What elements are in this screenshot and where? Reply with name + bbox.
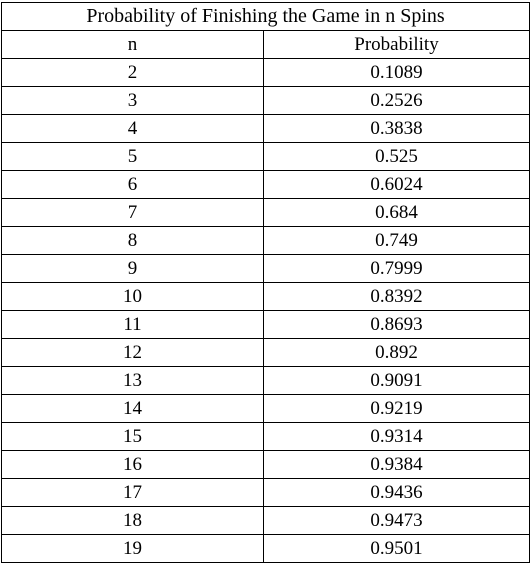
cell-n: 19 — [1, 534, 264, 563]
cell-n: 6 — [1, 170, 264, 199]
cell-probability: 0.6024 — [263, 170, 530, 199]
cell-probability: 0.684 — [263, 198, 530, 227]
table-row: 9 0.7999 — [1, 254, 530, 283]
table-body: 2 0.1089 3 0.2526 4 0.3838 5 0.525 6 0.6024 7 0.684… — [1, 58, 530, 563]
table-row: 16 0.9384 — [1, 450, 530, 479]
cell-n: 4 — [1, 114, 264, 143]
title-row: Probability of Finishing the Game in n S… — [1, 2, 530, 31]
table-row: 15 0.9314 — [1, 422, 530, 451]
cell-probability: 0.749 — [263, 226, 530, 255]
cell-probability: 0.2526 — [263, 86, 530, 115]
cell-n: 5 — [1, 142, 264, 171]
table-row: 12 0.892 — [1, 338, 530, 367]
cell-n: 8 — [1, 226, 264, 255]
cell-probability: 0.525 — [263, 142, 530, 171]
table-row: 5 0.525 — [1, 142, 530, 171]
cell-n: 3 — [1, 86, 264, 115]
cell-n: 16 — [1, 450, 264, 479]
cell-n: 12 — [1, 338, 264, 367]
cell-n: 18 — [1, 506, 264, 535]
cell-probability: 0.9473 — [263, 506, 530, 535]
cell-n: 13 — [1, 366, 264, 395]
cell-probability: 0.892 — [263, 338, 530, 367]
column-header-probability: Probability — [263, 30, 530, 59]
cell-probability: 0.9436 — [263, 478, 530, 507]
cell-probability: 0.7999 — [263, 254, 530, 283]
cell-probability: 0.1089 — [263, 58, 530, 87]
table-row: 2 0.1089 — [1, 58, 530, 87]
table-row: 17 0.9436 — [1, 478, 530, 507]
table-row: 7 0.684 — [1, 198, 530, 227]
probability-table: Probability of Finishing the Game in n S… — [1, 2, 530, 563]
cell-n: 10 — [1, 282, 264, 311]
table-row: 11 0.8693 — [1, 310, 530, 339]
table-row: 19 0.9501 — [1, 534, 530, 563]
cell-probability: 0.3838 — [263, 114, 530, 143]
cell-n: 17 — [1, 478, 264, 507]
column-header-n: n — [1, 30, 264, 59]
table-row: 6 0.6024 — [1, 170, 530, 199]
cell-probability: 0.9384 — [263, 450, 530, 479]
table-row: 4 0.3838 — [1, 114, 530, 143]
cell-probability: 0.9219 — [263, 394, 530, 423]
table-row: 8 0.749 — [1, 226, 530, 255]
cell-probability: 0.9091 — [263, 366, 530, 395]
cell-n: 9 — [1, 254, 264, 283]
cell-n: 7 — [1, 198, 264, 227]
cell-n: 15 — [1, 422, 264, 451]
cell-probability: 0.9501 — [263, 534, 530, 563]
table-row: 18 0.9473 — [1, 506, 530, 535]
cell-n: 2 — [1, 58, 264, 87]
table-row: 14 0.9219 — [1, 394, 530, 423]
header-row: n Probability — [1, 30, 530, 59]
cell-probability: 0.9314 — [263, 422, 530, 451]
table-title: Probability of Finishing the Game in n S… — [1, 2, 530, 31]
cell-probability: 0.8392 — [263, 282, 530, 311]
cell-n: 11 — [1, 310, 264, 339]
cell-probability: 0.8693 — [263, 310, 530, 339]
cell-n: 14 — [1, 394, 264, 423]
table-row: 10 0.8392 — [1, 282, 530, 311]
table-row: 13 0.9091 — [1, 366, 530, 395]
table-row: 3 0.2526 — [1, 86, 530, 115]
